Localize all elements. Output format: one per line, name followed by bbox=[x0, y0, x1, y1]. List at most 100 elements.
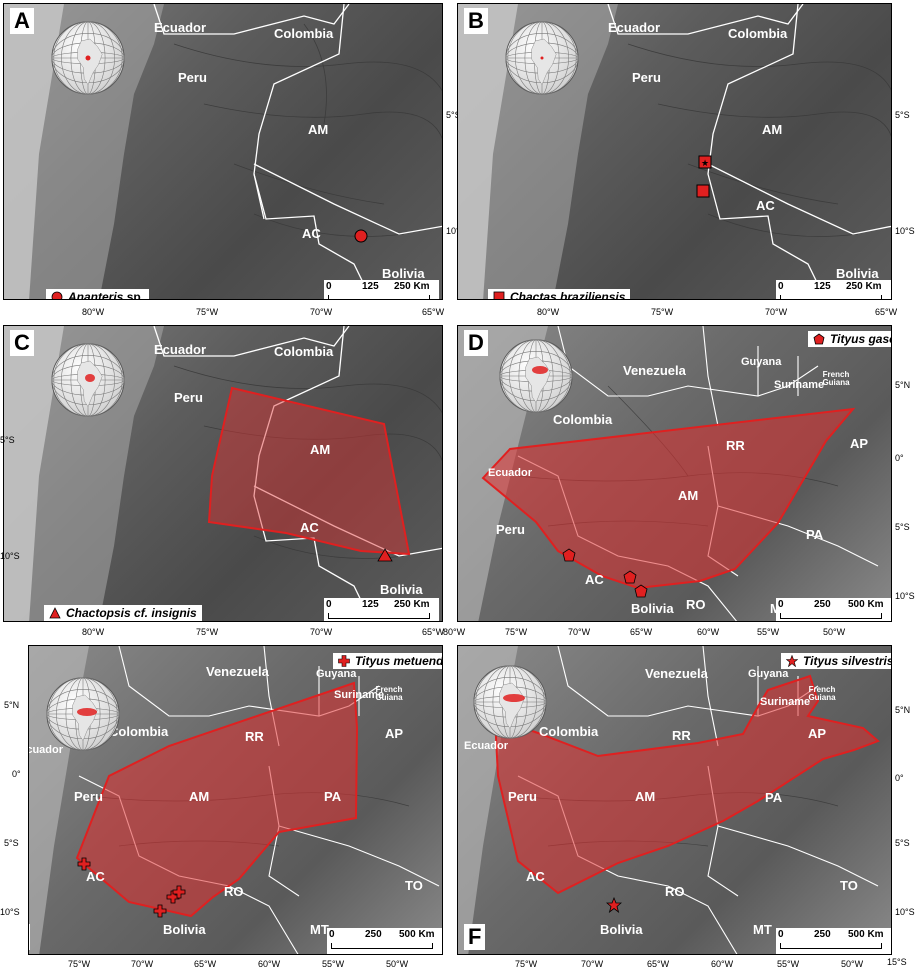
panel-letter: C bbox=[10, 330, 34, 356]
label-venezuela: Venezuela bbox=[623, 363, 686, 378]
legend-suffix: sp. bbox=[123, 290, 145, 300]
label-mt: MT bbox=[753, 922, 772, 937]
species-legend: Chactas braziliensis bbox=[488, 289, 631, 300]
scale-bar: 0 125 250 Km bbox=[776, 280, 891, 299]
label-am: AM bbox=[310, 442, 331, 457]
label-suriname: Suriname bbox=[774, 379, 825, 391]
coordinate-tick-label: 5°S bbox=[895, 110, 910, 120]
distribution-range bbox=[481, 407, 856, 590]
coordinate-tick-label: 0 bbox=[778, 599, 784, 610]
map-area: Venezuela Guyana Suriname French Guiana … bbox=[28, 645, 443, 955]
distribution-range bbox=[207, 386, 411, 556]
map-area: Venezuela Guyana Suriname French Guiana … bbox=[457, 645, 892, 955]
label-venezuela: Venezuela bbox=[645, 666, 708, 681]
map-area: Ecuador Colombia Peru AM AC Bolivia A An… bbox=[3, 3, 443, 300]
map-panel-b: Ecuador Colombia Peru AM AC Bolivia B ★ … bbox=[457, 0, 915, 325]
label-ecuador: Ecuador bbox=[29, 744, 64, 756]
globe-inset bbox=[504, 20, 580, 96]
label-peru: Peru bbox=[632, 70, 661, 85]
label-ac: AC bbox=[86, 869, 105, 884]
coordinate-tick-label: 60°W bbox=[711, 959, 734, 969]
label-ap: AP bbox=[808, 726, 827, 741]
label-pa: PA bbox=[765, 790, 783, 805]
coordinate-tick-label: 125 bbox=[362, 281, 379, 292]
coordinate-tick-label: 10°S bbox=[895, 591, 915, 601]
label-ac: AC bbox=[585, 572, 604, 587]
coordinate-tick-label: 65°W bbox=[875, 307, 898, 317]
label-bolivia: Bolivia bbox=[380, 582, 423, 597]
label-venezuela: Venezuela bbox=[206, 664, 269, 679]
coordinate-tick-label: 80°W bbox=[443, 627, 466, 637]
scale-bar: 0 125 250 Km bbox=[324, 598, 439, 621]
label-french-guiana: French Guiana bbox=[822, 370, 850, 387]
coordinate-tick-label: 5°S bbox=[446, 110, 461, 120]
coordinate-tick-label: 0° bbox=[895, 773, 904, 783]
coordinate-tick-label: 0° bbox=[12, 769, 21, 779]
circle-icon bbox=[51, 291, 63, 299]
coordinate-tick-label: 250 Km bbox=[394, 599, 430, 610]
map-area: Ecuador Colombia Peru AM AC Bolivia C Ch… bbox=[3, 325, 443, 622]
scale-bar: 0 250 500 Km bbox=[776, 598, 891, 621]
cross-icon bbox=[338, 655, 350, 667]
coordinate-tick-label: 500 Km bbox=[399, 929, 435, 940]
globe-inset bbox=[472, 664, 548, 740]
label-am: AM bbox=[189, 789, 210, 804]
label-pa: PA bbox=[324, 789, 342, 804]
scale-bar: 0 125 250 Km bbox=[324, 280, 439, 299]
legend-species: Ananteris bbox=[68, 290, 124, 300]
label-bolivia: Bolivia bbox=[163, 922, 206, 937]
label-guyana: Guyana bbox=[741, 356, 782, 368]
record-marker bbox=[166, 890, 180, 904]
label-suriname: Suriname bbox=[334, 689, 385, 701]
coordinate-tick-label: 65°W bbox=[647, 959, 670, 969]
coordinate-tick-label: 65°W bbox=[630, 627, 653, 637]
panel-letter: B bbox=[464, 8, 488, 34]
legend-species: Chactas braziliensis bbox=[510, 290, 626, 300]
label-bolivia: Bolivia bbox=[836, 266, 879, 281]
coordinate-tick-label: 5°N bbox=[895, 380, 911, 390]
label-mt: MT bbox=[310, 922, 329, 937]
label-guyana: Guyana bbox=[748, 668, 789, 680]
record-marker bbox=[377, 548, 393, 562]
coordinate-tick-label: 500 Km bbox=[848, 599, 884, 610]
globe-inset bbox=[45, 676, 121, 752]
record-marker bbox=[172, 885, 186, 899]
label-peru: Peru bbox=[174, 390, 203, 405]
label-peru: Peru bbox=[496, 522, 525, 537]
coordinate-tick-label: 80°W bbox=[82, 627, 105, 637]
legend-species: Chactopsis cf. insignis bbox=[66, 606, 197, 620]
panel-letter: F bbox=[464, 924, 486, 950]
map-panel-e: Venezuela Guyana Suriname French Guiana … bbox=[0, 645, 460, 973]
scale-bar: 0 250 500 Km bbox=[327, 928, 442, 954]
terrain-layer bbox=[458, 4, 891, 299]
record-marker bbox=[77, 857, 91, 871]
species-legend: Ananteris sp. bbox=[46, 289, 150, 300]
label-am: AM bbox=[308, 122, 329, 137]
label-ro: RO bbox=[224, 884, 244, 899]
label-colombia: Colombia bbox=[274, 344, 334, 359]
coordinate-tick-label: 70°W bbox=[310, 307, 333, 317]
label-ap: AP bbox=[850, 436, 869, 451]
label-ecuador: Ecuador bbox=[154, 20, 207, 35]
label-ecuador: Ecuador bbox=[488, 467, 533, 479]
coordinate-tick-label: 500 Km bbox=[848, 929, 884, 940]
label-to: TO bbox=[405, 878, 423, 893]
label-ecuador: Ecuador bbox=[464, 740, 509, 752]
coordinate-tick-label: 70°W bbox=[765, 307, 788, 317]
coordinate-tick-label: 250 bbox=[365, 929, 382, 940]
coordinate-tick-label: 50°W bbox=[386, 959, 409, 969]
coordinate-tick-label: 50°W bbox=[823, 627, 846, 637]
coordinate-tick-label: 75°W bbox=[651, 307, 674, 317]
label-colombia: Colombia bbox=[539, 724, 599, 739]
label-guyana: Guyana bbox=[316, 668, 357, 680]
label-ecuador: Ecuador bbox=[608, 20, 661, 35]
species-legend: Tityus silvestris bbox=[781, 653, 891, 669]
legend-species: Tityus metuendus bbox=[355, 654, 443, 668]
label-ap: AP bbox=[385, 726, 404, 741]
label-colombia: Colombia bbox=[274, 26, 334, 41]
coordinate-tick-label: 75°W bbox=[68, 959, 91, 969]
globe-inset bbox=[50, 342, 126, 418]
coordinate-tick-label: 0 bbox=[326, 599, 332, 610]
map-area: Ecuador Colombia Peru AM AC Bolivia B ★ … bbox=[457, 3, 892, 300]
species-legend: Chactopsis cf. insignis bbox=[44, 605, 202, 621]
